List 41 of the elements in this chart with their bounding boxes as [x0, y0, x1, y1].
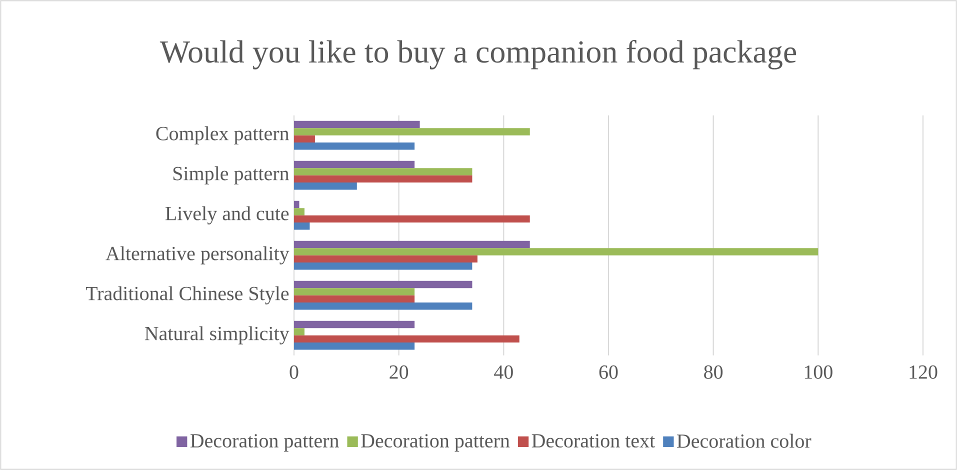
bar: [294, 248, 818, 256]
bar: [294, 280, 472, 288]
legend-label: Decoration pattern: [190, 434, 339, 452]
bar: [294, 288, 415, 296]
x-tick-label: 60: [599, 365, 618, 379]
bar: [294, 342, 415, 350]
bar: [294, 128, 530, 136]
y-tick-label: Complex pattern: [156, 126, 290, 144]
y-tick-label: Traditional Chinese Style: [86, 286, 289, 304]
bar: [294, 240, 530, 248]
legend-label: Decoration color: [677, 434, 812, 448]
chart-title: Would you like to buy a companion food package: [160, 40, 796, 70]
bar: [294, 160, 415, 168]
legend-label: Decoration text: [532, 434, 655, 448]
bar: [294, 208, 304, 216]
bar: [294, 222, 310, 230]
bar: [294, 135, 315, 143]
bar: [294, 255, 478, 263]
bar: [294, 168, 472, 176]
x-tick-label: 80: [704, 365, 723, 379]
x-tick-label: 40: [494, 365, 513, 379]
y-tick-label: Lively and cute: [165, 206, 289, 224]
bar: [294, 328, 304, 336]
bar: [294, 120, 420, 128]
bar: [294, 215, 530, 223]
y-tick-label: Simple pattern: [173, 166, 290, 184]
bar: [294, 302, 472, 310]
y-tick-label: Natural simplicity: [144, 326, 290, 344]
bar: [294, 175, 472, 183]
x-tick-label: 120: [910, 365, 938, 379]
y-tick-label: Alternative personality: [106, 246, 290, 264]
x-tick-label: 0: [290, 365, 298, 379]
bar: [294, 335, 520, 343]
x-tick-label: 100: [804, 365, 832, 379]
bar: [294, 142, 415, 150]
bar: [294, 320, 415, 328]
bar: [294, 262, 472, 270]
legend-label: Decoration pattern: [361, 434, 510, 452]
bar: [294, 182, 357, 190]
x-tick-label: 20: [390, 365, 408, 379]
bar: [294, 295, 415, 303]
